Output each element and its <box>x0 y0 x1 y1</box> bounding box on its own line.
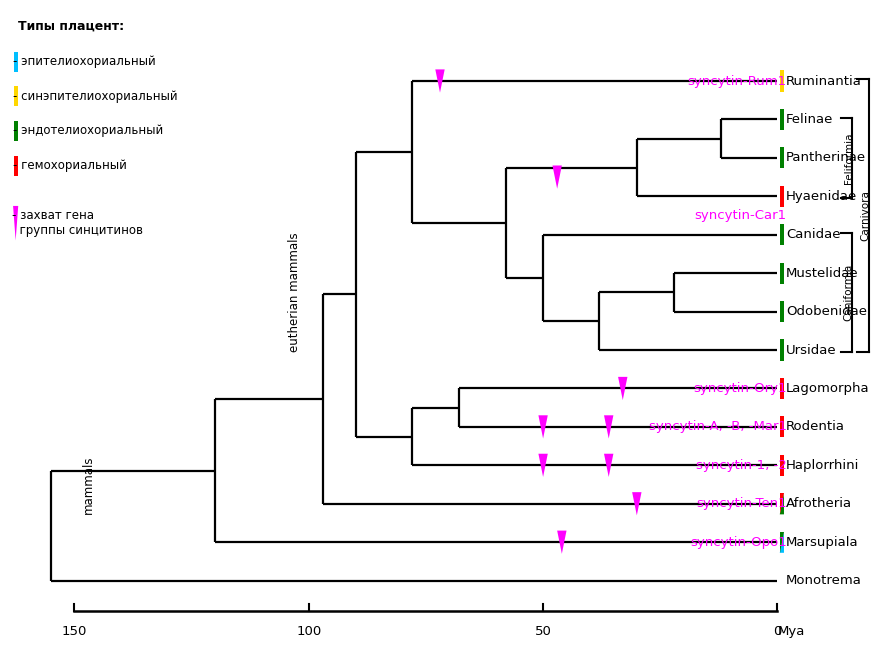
Text: Ruminantia: Ruminantia <box>786 75 862 88</box>
Text: Haplorrhini: Haplorrhini <box>786 459 859 472</box>
Polygon shape <box>604 454 613 477</box>
Text: syncytin-Rum1: syncytin-Rum1 <box>688 75 787 88</box>
Polygon shape <box>538 454 548 477</box>
FancyBboxPatch shape <box>14 52 18 72</box>
Text: syncytin-Ory1: syncytin-Ory1 <box>693 382 787 395</box>
Text: Mustelidae: Mustelidae <box>786 267 858 280</box>
Text: Rodentia: Rodentia <box>786 421 845 434</box>
Text: syncytin-Car1: syncytin-Car1 <box>695 209 787 222</box>
Text: syncytin-Opo1: syncytin-Opo1 <box>690 536 787 549</box>
FancyBboxPatch shape <box>14 156 18 175</box>
FancyBboxPatch shape <box>780 186 784 207</box>
Text: Marsupiala: Marsupiala <box>786 536 858 549</box>
Text: 50: 50 <box>535 625 552 638</box>
FancyBboxPatch shape <box>780 224 784 245</box>
FancyBboxPatch shape <box>780 339 784 360</box>
Text: Canidae: Canidae <box>786 228 840 241</box>
Text: Lagomorpha: Lagomorpha <box>786 382 870 395</box>
Text: - синэпителиохориальный: - синэпителиохориальный <box>12 90 177 103</box>
Text: 100: 100 <box>296 625 322 638</box>
FancyBboxPatch shape <box>780 455 784 476</box>
FancyBboxPatch shape <box>780 109 784 130</box>
FancyBboxPatch shape <box>14 121 18 141</box>
Text: syncytin-1, -2: syncytin-1, -2 <box>696 459 787 472</box>
Polygon shape <box>604 415 613 439</box>
FancyBboxPatch shape <box>780 147 784 169</box>
FancyBboxPatch shape <box>780 417 784 438</box>
Text: Caniformia: Caniformia <box>844 264 854 321</box>
Text: - захват гена
  группы синцитинов: - захват гена группы синцитинов <box>12 209 143 237</box>
Text: - эпителиохориальный: - эпителиохориальный <box>12 56 155 68</box>
Polygon shape <box>436 69 445 93</box>
Text: Ursidae: Ursidae <box>786 343 837 356</box>
Text: Carnivora: Carnivora <box>860 190 871 241</box>
Polygon shape <box>13 206 18 241</box>
FancyBboxPatch shape <box>780 71 784 92</box>
Polygon shape <box>552 165 562 189</box>
Text: Feliformia: Feliformia <box>844 132 854 184</box>
Text: syncytin-A, -B, -Mar1: syncytin-A, -B, -Mar1 <box>649 421 787 434</box>
Polygon shape <box>538 415 548 439</box>
Polygon shape <box>632 492 642 515</box>
Text: mammals: mammals <box>82 455 95 514</box>
FancyBboxPatch shape <box>780 263 784 284</box>
Polygon shape <box>618 377 627 400</box>
Text: syncytin-Ten1: syncytin-Ten1 <box>696 497 787 510</box>
Text: Типы плацент:: Типы плацент: <box>18 20 125 33</box>
Text: - гемохориальный: - гемохориальный <box>12 159 127 172</box>
Text: Odobenidae: Odobenidae <box>786 305 867 318</box>
Polygon shape <box>780 493 784 514</box>
Text: 150: 150 <box>61 625 87 638</box>
Text: - эндотелиохориальный: - эндотелиохориальный <box>12 124 163 137</box>
Text: Hyaenidae: Hyaenidae <box>786 190 857 203</box>
Text: Mya: Mya <box>778 625 805 638</box>
FancyBboxPatch shape <box>14 86 18 107</box>
Text: Afrotheria: Afrotheria <box>786 497 852 510</box>
Text: Pantherinae: Pantherinae <box>786 151 866 164</box>
Polygon shape <box>780 532 784 553</box>
Text: 0: 0 <box>773 625 781 638</box>
Polygon shape <box>557 530 567 554</box>
Text: eutherian mammals: eutherian mammals <box>288 233 301 353</box>
Text: Monotrema: Monotrema <box>786 574 862 587</box>
Text: Felinae: Felinae <box>786 113 833 126</box>
Polygon shape <box>780 532 784 553</box>
FancyBboxPatch shape <box>780 378 784 399</box>
Polygon shape <box>780 493 784 514</box>
FancyBboxPatch shape <box>780 301 784 322</box>
